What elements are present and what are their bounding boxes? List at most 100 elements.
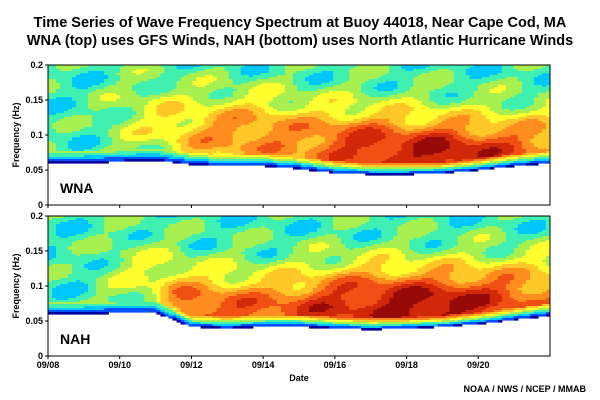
spectrum-cell [144,99,149,102]
spectrum-cell [361,79,366,82]
spectrum-cell [280,95,286,98]
spectrum-cell [208,155,214,158]
spectrum-cell [216,113,222,116]
spectrum-cell [333,145,338,148]
spectrum-cell [160,105,166,108]
spectrum-cell [272,81,278,84]
spectrum-cell [272,69,278,72]
spectrum-cell [389,105,394,108]
spectrum-cell [112,129,117,132]
spectrum-cell [401,65,407,68]
spectrum-cell [180,137,186,140]
spectrum-cell [68,155,73,158]
spectrum-cell [152,123,158,126]
spectrum-cell [72,141,77,144]
spectrum-cell [341,95,346,98]
spectrum-cell [156,127,162,130]
spectrum-cell [325,101,330,104]
spectrum-cell [152,113,158,116]
spectrum-cell [160,81,166,84]
spectrum-cell [72,123,77,126]
spectrum-cell [389,125,394,128]
spectrum-cell [120,89,125,92]
spectrum-cell [425,91,431,94]
spectrum-cell [389,123,394,126]
spectrum-cell [397,107,403,110]
spectrum-cell [184,77,190,80]
spectrum-cell [144,141,149,144]
spectrum-cell [389,97,394,100]
spectrum-cell [156,109,162,112]
spectrum-cell [317,101,322,104]
spectrum-cell [301,167,306,170]
spectrum-cell [92,141,97,144]
spectrum-cell [196,129,202,132]
spectrum-cell [64,123,69,126]
spectrum-cell [309,69,314,72]
spectrum-cell [317,163,322,166]
spectrum-cell [212,85,218,88]
spectrum-cell [409,91,415,94]
spectrum-cell [369,151,374,154]
spectrum-cell [180,111,186,114]
spectrum-cell [144,91,149,94]
spectrum-cell [184,131,190,134]
spectrum-cell [413,109,419,112]
spectrum-cell [48,75,53,78]
spectrum-cell [188,87,194,90]
spectrum-cell [325,113,330,116]
spectrum-cell [196,101,202,104]
spectrum-cell [236,113,242,116]
spectrum-cell [357,99,362,102]
spectrum-cell [184,155,190,158]
spectrum-cell [377,71,382,74]
spectrum-cell [321,125,326,128]
spectrum-cell [148,131,154,134]
spectrum-cell [381,81,386,84]
spectrum-cell [164,97,170,100]
spectrum-cell [180,123,186,126]
spectrum-cell [357,139,362,142]
spectrum-cell [164,131,170,134]
spectrum-cell [100,155,105,158]
spectrum-cell [333,157,338,160]
spectrum-cell [361,69,366,72]
spectrum-cell [280,121,286,124]
spectrum-cell [60,87,65,90]
spectrum-cell [128,157,133,160]
spectrum-cell [192,127,198,130]
spectrum-cell [216,147,222,150]
spectrum-cell [144,65,149,68]
spectrum-cell [132,89,137,92]
spectrum-cell [244,83,250,86]
spectrum-cell [264,141,270,144]
spectrum-cell [321,109,326,112]
spectrum-cell [224,147,230,150]
spectrum-cell [421,151,427,154]
spectrum-cell [369,129,374,132]
spectrum-cell [341,169,346,172]
spectrum-cell [204,117,210,120]
spectrum-cell [397,155,403,158]
spectrum-cell [224,145,230,148]
spectrum-cell [272,139,278,142]
spectrum-cell [373,151,378,154]
spectrum-cell [256,103,262,106]
spectrum-cell [333,117,338,120]
spectrum-cell [252,113,258,116]
spectrum-cell [48,141,53,144]
spectrum-cell [112,131,117,134]
spectrum-cell [132,155,137,158]
spectrum-cell [357,97,362,100]
spectrum-cell [120,77,125,80]
spectrum-cell [433,93,439,96]
spectrum-cell [429,153,435,156]
spectrum-cell [361,83,366,86]
spectrum-cell [152,91,158,94]
spectrum-cell [236,155,242,158]
spectrum-cell [148,79,154,82]
spectrum-cell [405,113,411,116]
spectrum-cell [232,163,238,166]
spectrum-cell [156,65,162,68]
spectrum-cell [301,93,306,96]
